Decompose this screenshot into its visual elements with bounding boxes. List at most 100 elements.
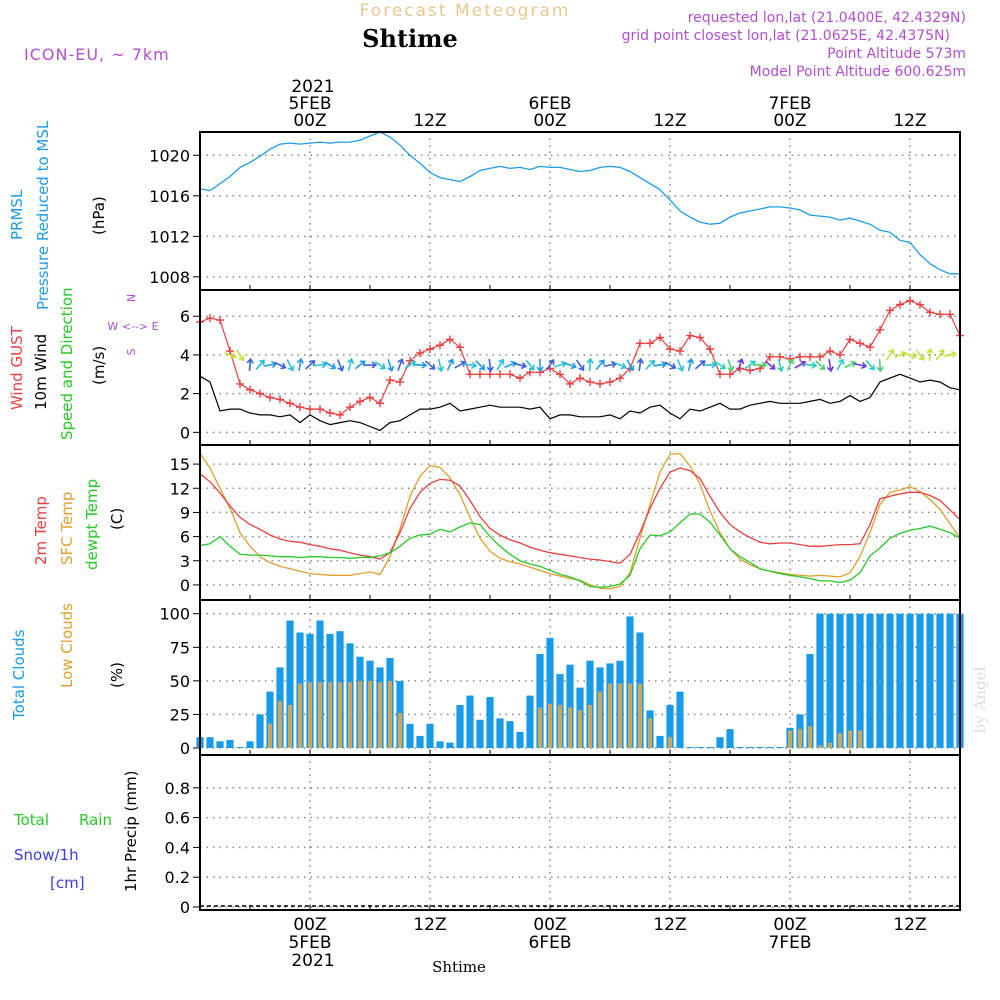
low-cloud-bar: [358, 680, 362, 748]
wind-direction-arrow: [354, 360, 366, 370]
wind-direction-arrow: [886, 348, 895, 361]
wind-direction-arrow: [714, 360, 727, 370]
y-tick-label: 0: [180, 576, 190, 595]
wind-direction-arrow: [274, 361, 287, 370]
low-cloud-bar: [278, 701, 282, 748]
label-total: Total: [13, 811, 49, 829]
gust-marker: [516, 374, 524, 383]
label-cm: [cm]: [50, 874, 85, 892]
total-cloud-bar: [406, 723, 414, 748]
y-label-low-clouds: Low Clouds: [58, 603, 76, 688]
arrow-shape: [397, 358, 405, 371]
arrow-shape: [603, 360, 618, 368]
bottom-date-label: 7FEB: [769, 933, 812, 953]
top-time-label: 00Z: [773, 111, 806, 131]
arrow-shape: [224, 352, 237, 360]
arrow-shape: [486, 358, 494, 373]
total-cloud-bar: [856, 613, 864, 748]
wind-direction-arrow: [664, 361, 677, 370]
arrow-shape: [865, 359, 875, 371]
y-tick-label: 0: [180, 898, 190, 917]
gust-marker: [636, 339, 644, 348]
bottom-date-label: 5FEB: [289, 933, 332, 953]
low-cloud-bar: [388, 680, 392, 748]
y-tick-label: 0: [180, 423, 190, 442]
total-cloud-bar: [216, 741, 224, 748]
total-cloud-bar: [496, 718, 504, 748]
wind-direction-arrow: [296, 357, 305, 372]
wind-direction-arrow: [404, 360, 417, 369]
arrow-shape: [803, 361, 818, 369]
gust-marker: [446, 335, 454, 344]
top-time-label: 00Z: [293, 111, 326, 131]
arrow-shape: [703, 361, 718, 369]
gust-marker: [256, 389, 264, 398]
arrow-shape: [626, 359, 635, 372]
wind-direction-arrow: [397, 358, 405, 371]
wind-direction-arrow: [727, 359, 735, 372]
gust-marker: [716, 370, 724, 379]
wind-direction-arrow: [486, 358, 494, 373]
sfc-temp-line: [199, 452, 961, 590]
low-cloud-bar: [268, 723, 272, 748]
y-tick-label: 12: [170, 479, 190, 498]
gust-marker: [796, 352, 804, 361]
arrow-shape: [324, 361, 337, 370]
wind-direction-arrow: [737, 358, 745, 371]
gust-marker: [266, 393, 274, 402]
arrow-shape: [844, 360, 857, 369]
y-tick-label: 100: [159, 605, 190, 624]
y-label-percent: (%): [108, 662, 126, 688]
y-label-hpa: (hPa): [90, 196, 108, 235]
arrow-shape: [554, 360, 567, 368]
arrow-shape: [826, 358, 834, 373]
total-cloud-bar: [476, 719, 484, 748]
wind-direction-arrow: [436, 358, 445, 373]
gust-marker: [836, 350, 844, 359]
arrow-shape: [446, 358, 455, 371]
arrow-shape: [687, 357, 695, 372]
top-time-label: 12Z: [653, 111, 686, 131]
top-date-label: 7FEB: [769, 94, 812, 114]
total-cloud-bar: [516, 731, 524, 748]
arrow-shape: [374, 360, 386, 370]
arrow-shape: [645, 359, 656, 370]
arrow-shape: [737, 358, 745, 371]
total-cloud-bar: [746, 747, 754, 748]
total-cloud-bar: [266, 691, 274, 748]
low-cloud-bar: [838, 733, 842, 748]
arrow-shape: [794, 360, 807, 369]
total-cloud-bar: [726, 729, 734, 748]
gust-marker: [246, 385, 254, 394]
bottom-time-label: 00Z: [533, 915, 566, 935]
y-tick-label: 25: [170, 705, 190, 724]
bottom-time-label: 00Z: [773, 915, 806, 935]
gust-marker: [806, 352, 814, 361]
arrow-shape: [727, 359, 735, 372]
y-tick-label: 1020: [149, 146, 190, 165]
wind-direction-arrow: [564, 362, 577, 370]
low-cloud-bar: [808, 726, 812, 748]
arrow-shape: [586, 357, 594, 372]
panel-frame: [199, 444, 961, 601]
total-cloud-bar: [626, 616, 634, 748]
total-cloud-bar: [706, 747, 714, 748]
y-tick-label: 50: [170, 672, 190, 691]
low-cloud-bar: [378, 682, 382, 748]
gust-marker: [566, 379, 574, 388]
arrow-shape: [676, 359, 685, 372]
top-time-label: 00Z: [533, 111, 566, 131]
arrow-shape: [387, 359, 395, 373]
gust-marker: [236, 379, 244, 388]
wind-direction-arrow: [687, 357, 695, 372]
gust-marker: [576, 374, 584, 383]
arrow-shape: [876, 358, 884, 373]
total-cloud-bar: [916, 613, 924, 748]
low-cloud-bar: [628, 683, 632, 748]
total-cloud-bar: [886, 613, 894, 748]
low-cloud-bar: [858, 730, 862, 748]
gust-marker: [336, 410, 344, 419]
total-cloud-bar: [236, 747, 244, 748]
total-cloud-bar: [766, 747, 774, 748]
